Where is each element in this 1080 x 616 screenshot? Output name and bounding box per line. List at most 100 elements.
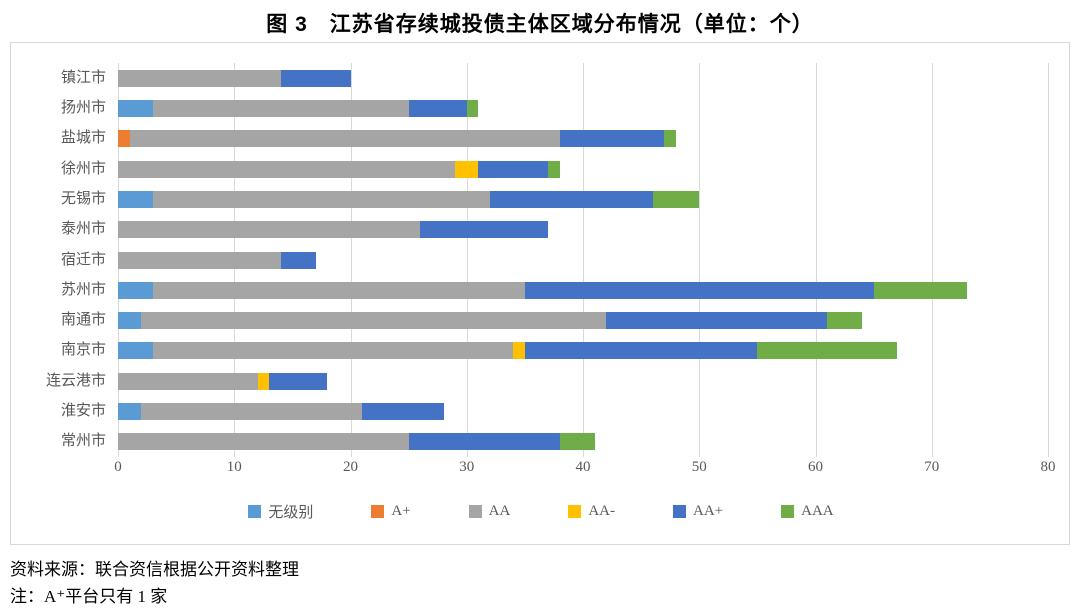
bar-segment: [466, 99, 479, 117]
gridline-x-60: [815, 63, 817, 457]
category-label: 南京市: [60, 342, 106, 359]
legend-color-swatch: [781, 505, 795, 518]
legend-label: A+: [391, 503, 411, 519]
bar-segment: [118, 130, 130, 148]
x-axis: 0 10 20 30 40 50 60 70 80: [114, 459, 1055, 479]
legend-color-swatch: [673, 505, 687, 518]
bar-segment: [606, 312, 828, 330]
bar-row: [118, 69, 351, 87]
gridline-x-30: [466, 63, 468, 457]
bar-segment: [118, 342, 153, 360]
x-tick-label: 20: [343, 459, 358, 475]
x-tick-label: 60: [808, 459, 823, 475]
category-label: 苏州市: [60, 281, 106, 298]
bar-segment: [559, 130, 665, 148]
bar-segment: [118, 160, 456, 178]
bar-segment: [118, 372, 258, 390]
x-tick-label: 0: [114, 459, 122, 475]
gridline-x-70: [931, 63, 933, 457]
bar-segment: [141, 403, 363, 421]
bar-segment: [118, 221, 421, 239]
category-label: 宿迁市: [60, 251, 106, 268]
category-label: 盐城市: [60, 130, 106, 147]
bar-segment: [118, 433, 409, 451]
bar-segment: [118, 69, 281, 87]
bar-segment: [118, 281, 153, 299]
x-tick-label: 10: [226, 459, 242, 475]
footnote: 注：A⁺平台只有 1 家: [10, 587, 168, 606]
category-label: 常州市: [60, 433, 106, 450]
legend-color-swatch: [468, 505, 482, 518]
x-tick-label: 50: [691, 459, 707, 475]
bar-segment: [548, 160, 560, 178]
bar-segment: [524, 342, 758, 360]
bar-row: [118, 403, 444, 421]
bar-row: [118, 312, 862, 330]
bar-segment: [141, 312, 607, 330]
bar-row: [118, 130, 676, 148]
bar-row: [118, 372, 328, 390]
bar-segment: [873, 281, 967, 299]
legend-label: 无级别: [268, 505, 314, 521]
bar-segment: [280, 69, 351, 87]
bar-segment: [280, 251, 316, 269]
bar-segment: [490, 190, 653, 208]
bar-segment: [478, 160, 549, 178]
bar-segment: [408, 99, 467, 117]
bar-segment: [152, 342, 514, 360]
bar-segment: [118, 190, 153, 208]
category-label: 扬州市: [60, 99, 106, 116]
legend: 无级别 A+ AA AA- AA+ AAA: [11, 501, 1071, 522]
bar-segment: [827, 312, 862, 330]
bar-row: [118, 342, 897, 360]
bar-segment: [118, 251, 281, 269]
legend-label: AAA: [801, 503, 834, 519]
category-label: 徐州市: [60, 160, 106, 177]
chart-figure: 镇江市 扬州市 盐城市 徐州市 无锡市 泰州市 宿迁市 苏州市 南通市 南京市 连云港市 淮安市 常州市…: [10, 42, 1070, 545]
gridline-x-20: [350, 63, 352, 457]
bar-row: [118, 99, 479, 117]
bar-row: [118, 281, 967, 299]
legend-item: AAA: [781, 503, 834, 520]
legend-item: AA-: [568, 503, 615, 520]
legend-item: AA: [468, 503, 511, 520]
category-label: 无锡市: [60, 190, 106, 207]
bar-row: [118, 221, 549, 239]
bar-row: [118, 433, 595, 451]
bar-segment: [118, 403, 142, 421]
category-label: 连云港市: [45, 372, 106, 389]
legend-label: AA: [488, 503, 511, 519]
chart-title: 图 3 江苏省存续城投债主体区域分布情况（单位：个）: [266, 13, 814, 36]
x-tick-label: 70: [924, 459, 940, 475]
legend-label: AA-: [588, 503, 616, 519]
bar-segment: [129, 130, 560, 148]
category-label: 镇江市: [60, 69, 106, 86]
bar-segment: [559, 433, 595, 451]
bar-segment: [420, 221, 549, 239]
bar-segment: [118, 99, 153, 117]
bar-segment: [269, 372, 328, 390]
bar-segment: [152, 281, 525, 299]
bar-segment: [152, 190, 490, 208]
category-label: 淮安市: [60, 403, 106, 420]
bar-row: [118, 251, 316, 269]
gridline-x-40: [583, 63, 584, 457]
legend-item: AA+: [673, 503, 723, 520]
legend-item: 无级别: [248, 501, 313, 522]
footer: 资料来源：联合资信根据公开资料整理 注：A⁺平台只有 1 家: [10, 556, 299, 610]
gridline-x-80: [1048, 63, 1049, 457]
legend-color-swatch: [568, 505, 582, 518]
x-tick-label: 80: [1040, 459, 1056, 475]
source-note: 资料来源：联合资信根据公开资料整理: [10, 560, 299, 579]
category-label: 泰州市: [60, 221, 106, 238]
gridline-x-50: [699, 63, 701, 457]
bar-segment: [118, 312, 142, 330]
plot-area: 镇江市 扬州市 盐城市 徐州市 无锡市 泰州市 宿迁市 苏州市 南通市 南京市 连云港市 淮安市 常州市: [46, 63, 1049, 457]
bar-segment: [513, 342, 525, 360]
x-tick-label: 40: [575, 459, 591, 475]
bar-segment: [652, 190, 700, 208]
bar-segment: [524, 281, 874, 299]
bar-segment: [408, 433, 560, 451]
bar-segment: [664, 130, 676, 148]
